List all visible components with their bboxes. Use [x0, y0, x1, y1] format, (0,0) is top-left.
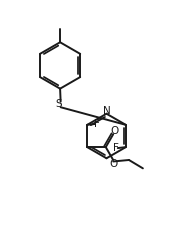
Text: F: F: [113, 143, 119, 153]
Text: O: O: [110, 126, 118, 136]
Text: F: F: [94, 119, 100, 129]
Text: O: O: [109, 159, 117, 169]
Text: N: N: [103, 106, 110, 116]
Text: S: S: [56, 99, 62, 109]
